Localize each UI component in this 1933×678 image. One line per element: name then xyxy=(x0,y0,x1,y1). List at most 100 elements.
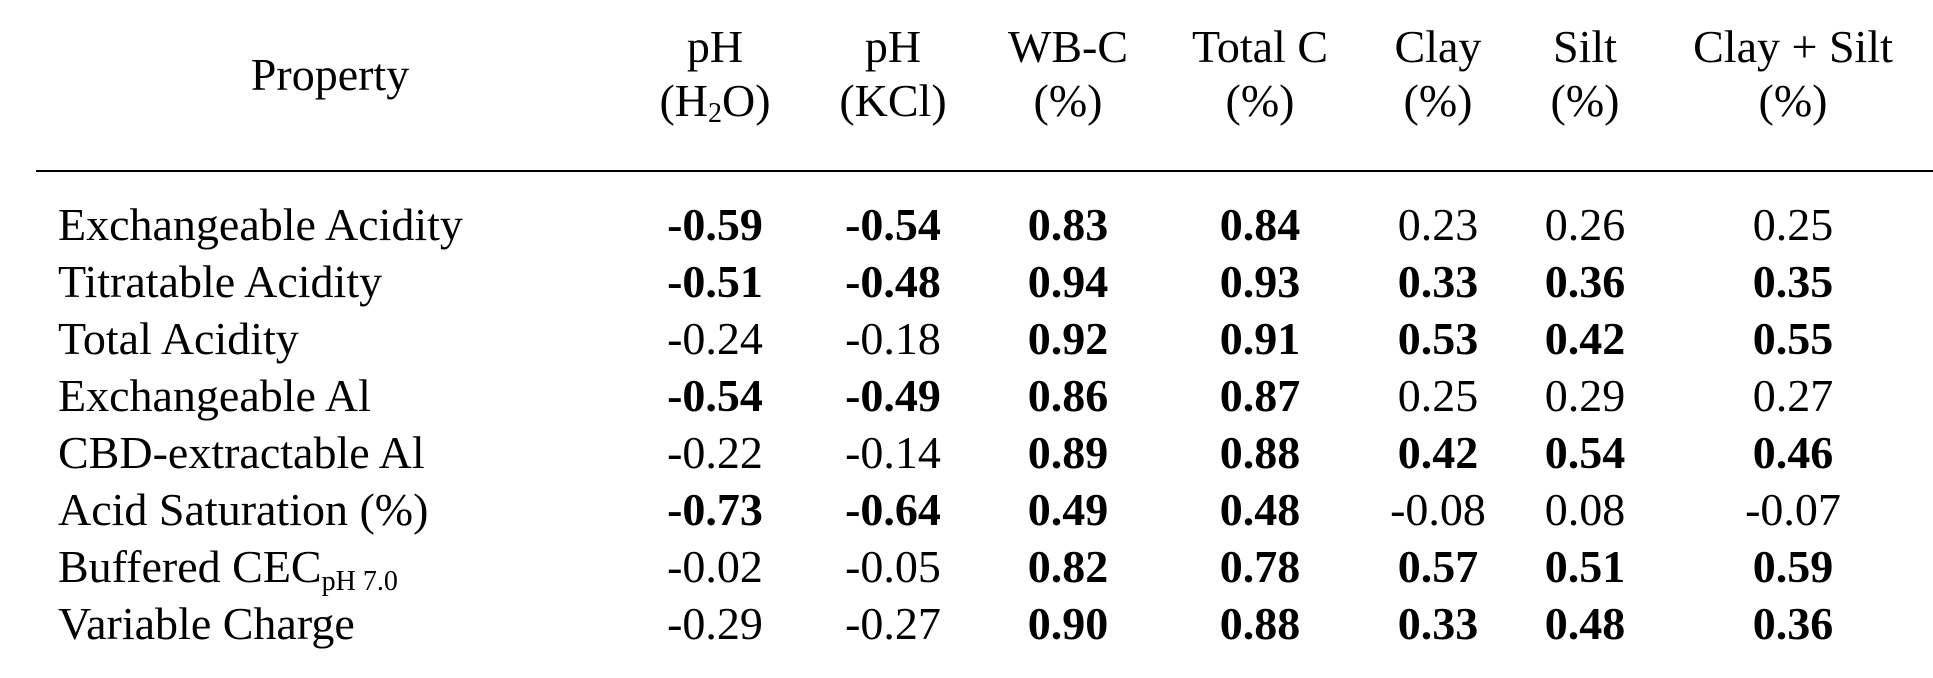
row-label: Titratable Acidity xyxy=(58,253,382,310)
header-line1: Silt xyxy=(1553,21,1617,72)
table-cell: 0.87 xyxy=(1219,370,1301,421)
header-line2-text: (%) xyxy=(1403,75,1473,126)
header-subscript: 2 xyxy=(708,98,722,129)
table-cell: 0.48 xyxy=(1544,598,1626,649)
table-cell: 0.92 xyxy=(1027,313,1109,364)
table-cell: 0.59 xyxy=(1752,541,1834,592)
table-row: CBD-extractable Al -0.22 -0.14 0.89 0.88 0.42… xyxy=(0,424,1933,481)
table-cell: -0.59 xyxy=(667,199,763,250)
header-line1: Total C xyxy=(1191,21,1329,72)
row-label-text: Acid Saturation (%) xyxy=(58,484,429,535)
header-line2-post: O) xyxy=(722,75,771,126)
row-label: Variable Charge xyxy=(58,595,355,652)
table-row: Exchangeable Acidity -0.59 -0.54 0.83 0.84 0.… xyxy=(0,196,1933,253)
table-cell: 0.51 xyxy=(1544,541,1626,592)
table-cell: 0.53 xyxy=(1397,313,1479,364)
header-line2: (%) xyxy=(1551,74,1620,128)
table-cell: 0.91 xyxy=(1219,313,1301,364)
col-header-property: Property xyxy=(251,48,409,102)
header-line1: pH xyxy=(686,21,744,72)
table-cell: 0.88 xyxy=(1219,598,1301,649)
table-cell: 0.33 xyxy=(1397,598,1479,649)
header-line2-text: (%) xyxy=(1033,75,1103,126)
header-line2: (%) xyxy=(1693,74,1893,128)
table-row: Total Acidity -0.24 -0.18 0.92 0.91 0.53 0.42 0… xyxy=(0,310,1933,367)
table-cell: 0.55 xyxy=(1752,313,1834,364)
col-header-ph-h2o: pH (H2O) xyxy=(659,20,770,128)
table-cell: 0.25 xyxy=(1397,370,1479,421)
table-cell: 0.26 xyxy=(1544,199,1626,250)
table-cell: 0.88 xyxy=(1219,427,1301,478)
table-row: Exchangeable Al -0.54 -0.49 0.86 0.87 0.25 0.2… xyxy=(0,367,1933,424)
table-cell: 0.25 xyxy=(1752,199,1834,250)
row-label: Total Acidity xyxy=(58,310,299,367)
header-rule xyxy=(36,170,1933,172)
header-line2-text: (%) xyxy=(1225,75,1295,126)
table-cell: 0.08 xyxy=(1544,484,1626,535)
row-label-text: Titratable Acidity xyxy=(58,256,383,307)
table-cell: -0.64 xyxy=(845,484,941,535)
table-cell: -0.18 xyxy=(845,313,941,364)
header-line2-text: (%) xyxy=(1550,75,1620,126)
table-cell: 0.33 xyxy=(1397,256,1479,307)
table-cell: -0.51 xyxy=(667,256,763,307)
col-header-ph-kcl: pH (KCl) xyxy=(839,20,946,128)
table-row: Acid Saturation (%) -0.73 -0.64 0.49 0.48 -0.… xyxy=(0,481,1933,538)
table-cell: 0.57 xyxy=(1397,541,1479,592)
table-cell: 0.35 xyxy=(1752,256,1834,307)
row-label-subscript: pH 7.0 xyxy=(321,566,398,597)
row-label-text: Exchangeable Acidity xyxy=(58,199,463,250)
table-cell: -0.02 xyxy=(667,541,763,592)
table-cell: -0.29 xyxy=(667,598,763,649)
table-cell: -0.07 xyxy=(1745,484,1841,535)
header-line2: (H2O) xyxy=(659,74,770,128)
table-cell: -0.27 xyxy=(845,598,941,649)
row-label-text: Total Acidity xyxy=(58,313,299,364)
table-cell: -0.54 xyxy=(667,370,763,421)
table-cell: -0.24 xyxy=(667,313,763,364)
table-cell: 0.42 xyxy=(1397,427,1479,478)
table-cell: -0.14 xyxy=(845,427,941,478)
row-label-text: Exchangeable Al xyxy=(58,370,371,421)
header-line2-text: (%) xyxy=(1758,75,1828,126)
table-cell: 0.49 xyxy=(1027,484,1109,535)
table-cell: 0.54 xyxy=(1544,427,1626,478)
header-line2: (%) xyxy=(1192,74,1328,128)
row-label-text: Buffered CEC xyxy=(58,541,322,592)
row-label: Acid Saturation (%) xyxy=(58,481,428,538)
table-cell: -0.05 xyxy=(845,541,941,592)
row-label-text: CBD-extractable Al xyxy=(58,427,425,478)
table-cell: 0.42 xyxy=(1544,313,1626,364)
row-label-text: Variable Charge xyxy=(58,598,355,649)
table-cell: -0.08 xyxy=(1390,484,1486,535)
table-row: Titratable Acidity -0.51 -0.48 0.94 0.93 0.33… xyxy=(0,253,1933,310)
table-cell: 0.46 xyxy=(1752,427,1834,478)
table-cell: 0.90 xyxy=(1027,598,1109,649)
table-cell: -0.54 xyxy=(845,199,941,250)
col-header-wbc: WB-C (%) xyxy=(1008,20,1128,128)
table-cell: 0.84 xyxy=(1219,199,1301,250)
table-cell: -0.22 xyxy=(667,427,763,478)
col-header-silt: Silt (%) xyxy=(1551,20,1620,128)
table-cell: 0.94 xyxy=(1027,256,1109,307)
table-cell: -0.73 xyxy=(667,484,763,535)
header-line2: (%) xyxy=(1008,74,1128,128)
table-cell: 0.23 xyxy=(1397,199,1479,250)
row-label: Exchangeable Al xyxy=(58,367,371,424)
header-line2: (KCl) xyxy=(839,74,946,128)
row-label: CBD-extractable Al xyxy=(58,424,425,481)
header-line1: Clay + Silt xyxy=(1693,21,1893,72)
table-cell: 0.82 xyxy=(1027,541,1109,592)
row-label: Buffered CECpH 7.0 xyxy=(58,538,398,597)
table-cell: 0.48 xyxy=(1219,484,1301,535)
table-row: Buffered CECpH 7.0 -0.02 -0.05 0.82 0.78 0.57… xyxy=(0,538,1933,597)
table-cell: 0.36 xyxy=(1544,256,1626,307)
header-line1: pH xyxy=(864,21,922,72)
header-line1: Clay xyxy=(1394,21,1482,72)
header-line2-text: (KCl) xyxy=(839,75,947,126)
table-cell: 0.86 xyxy=(1027,370,1109,421)
table-cell: 0.78 xyxy=(1219,541,1301,592)
header-line2: (%) xyxy=(1395,74,1482,128)
row-label: Exchangeable Acidity xyxy=(58,196,463,253)
